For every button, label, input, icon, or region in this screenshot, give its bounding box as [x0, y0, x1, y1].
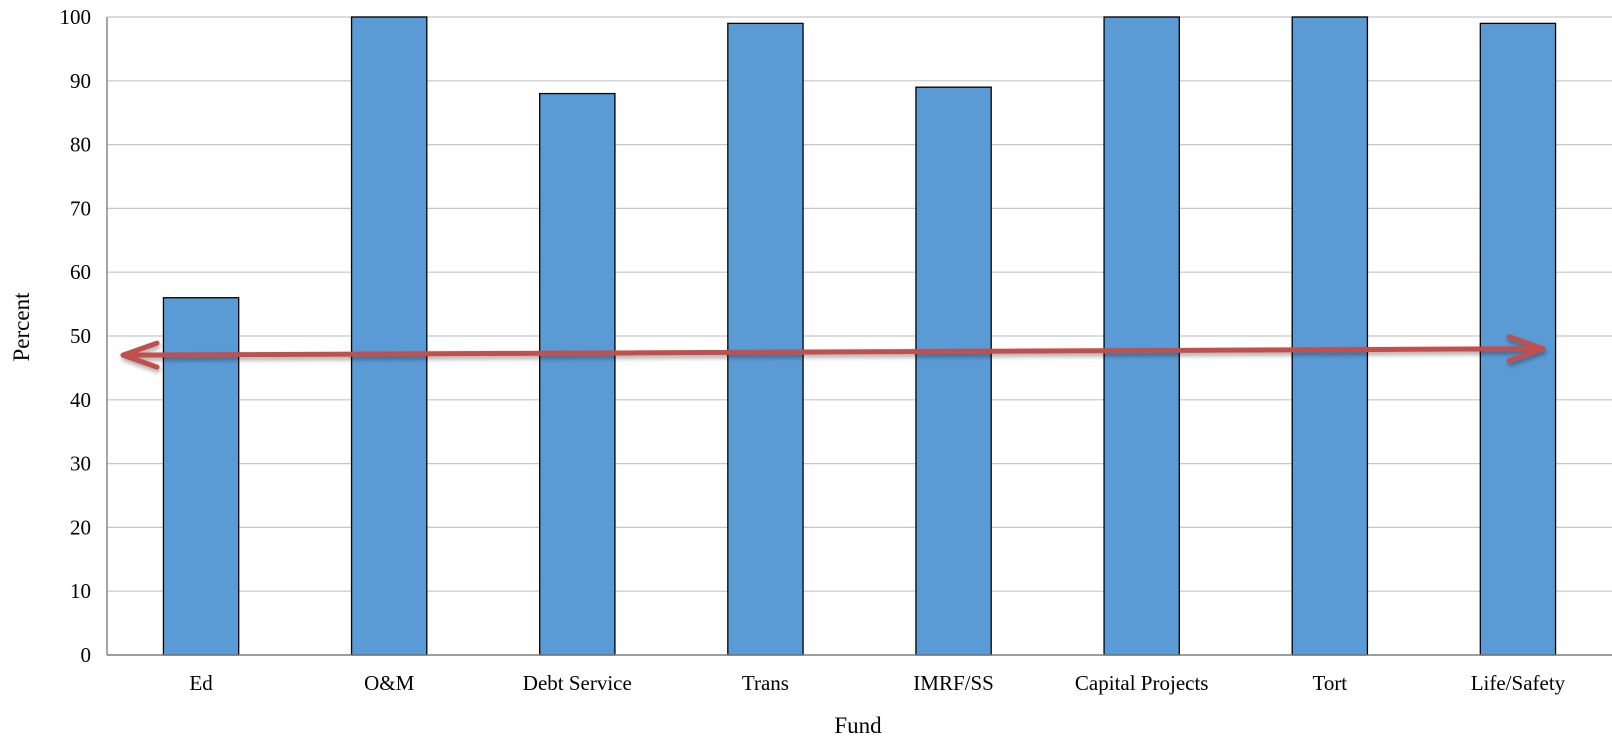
y-tick-label: 50 — [70, 324, 91, 348]
x-tick-label: O&M — [364, 671, 415, 695]
bar — [539, 92, 616, 656]
y-tick-label: 20 — [70, 515, 91, 539]
bar — [1103, 16, 1180, 656]
arrow-head-left — [120, 340, 160, 370]
axes — [106, 17, 1612, 656]
x-tick-label: Life/Safety — [1471, 671, 1566, 695]
bar — [350, 16, 428, 656]
x-tick-label: Debt Service — [523, 671, 632, 695]
y-tick-label: 40 — [70, 388, 91, 412]
x-tick-labels: Ed O&M Debt Service Trans IMRF/SS Capital Pro… — [189, 671, 1565, 695]
bar — [727, 22, 804, 656]
arrow-shaft — [128, 346, 1538, 358]
x-tick-label: Ed — [189, 671, 213, 695]
y-tick-label: 30 — [70, 452, 91, 476]
y-tick-label: 60 — [70, 260, 91, 284]
bar — [1291, 16, 1369, 656]
y-axis-title: Percent — [9, 292, 34, 362]
y-tick-label: 0 — [81, 643, 92, 667]
x-tick-label: Tort — [1312, 671, 1347, 695]
bar — [162, 297, 240, 656]
trend-arrow-annotation — [120, 334, 1546, 370]
x-tick-label: Capital Projects — [1075, 671, 1209, 695]
x-tick-label: Trans — [742, 671, 789, 695]
bar — [915, 86, 992, 656]
y-tick-label: 70 — [70, 196, 91, 220]
y-tick-label: 100 — [60, 5, 92, 29]
x-tick-label: IMRF/SS — [913, 671, 994, 695]
arrow-head-right — [1506, 334, 1546, 364]
y-tick-label: 10 — [70, 579, 91, 603]
x-axis-title: Fund — [834, 713, 882, 738]
y-tick-label: 80 — [70, 133, 91, 157]
gridlines — [107, 16, 1612, 592]
double-headed-arrow — [120, 334, 1546, 370]
y-tick-label: 90 — [70, 69, 91, 93]
y-tick-labels: 0 10 20 30 40 50 60 70 80 90 100 — [60, 5, 92, 667]
